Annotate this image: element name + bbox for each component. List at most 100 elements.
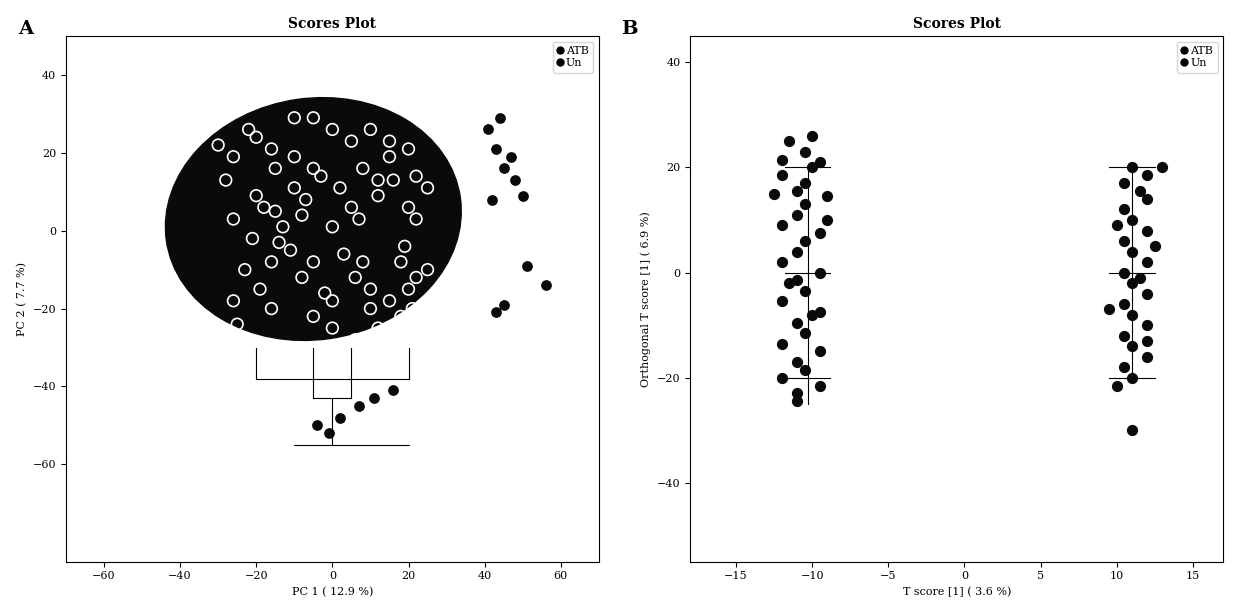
Un bbox=[383, 175, 403, 185]
ATB bbox=[1137, 225, 1157, 235]
ATB bbox=[1137, 336, 1157, 346]
Un bbox=[394, 241, 414, 251]
ATB bbox=[365, 393, 384, 403]
Text: A: A bbox=[17, 20, 33, 38]
ATB bbox=[1122, 373, 1142, 383]
Un bbox=[262, 257, 281, 266]
Un bbox=[345, 335, 365, 344]
Un bbox=[787, 186, 807, 196]
Un bbox=[291, 273, 311, 282]
ATB bbox=[1115, 299, 1135, 309]
ATB bbox=[486, 308, 506, 317]
Un bbox=[269, 238, 289, 247]
ATB bbox=[494, 163, 513, 173]
ATB bbox=[1107, 381, 1127, 391]
Un bbox=[795, 365, 815, 375]
ATB bbox=[513, 191, 533, 201]
Un bbox=[322, 222, 342, 231]
Un bbox=[353, 163, 373, 173]
Un bbox=[379, 136, 399, 146]
Un bbox=[223, 214, 243, 224]
Un bbox=[787, 210, 807, 220]
ATB bbox=[1115, 204, 1135, 214]
ATB bbox=[1137, 171, 1157, 181]
Un bbox=[304, 163, 324, 173]
Y-axis label: Orthogonal T score [1] ( 6.9 %): Orthogonal T score [1] ( 6.9 %) bbox=[641, 211, 651, 387]
ATB bbox=[1115, 362, 1135, 372]
Un bbox=[795, 178, 815, 188]
Un bbox=[284, 152, 304, 161]
Un bbox=[361, 125, 381, 134]
ATB bbox=[486, 144, 506, 154]
Un bbox=[771, 339, 791, 349]
Un bbox=[771, 155, 791, 165]
ATB bbox=[1122, 163, 1142, 173]
ATB bbox=[350, 401, 370, 411]
Un bbox=[250, 284, 270, 294]
Un bbox=[407, 171, 427, 181]
Un bbox=[379, 296, 399, 306]
Un bbox=[802, 163, 822, 173]
ATB bbox=[383, 386, 403, 395]
Y-axis label: PC 2 ( 7.7 %): PC 2 ( 7.7 %) bbox=[16, 262, 27, 336]
Un bbox=[771, 171, 791, 181]
Un bbox=[334, 249, 353, 259]
Un bbox=[304, 257, 324, 266]
Un bbox=[304, 311, 324, 321]
Un bbox=[787, 317, 807, 327]
ATB bbox=[1115, 236, 1135, 246]
Un bbox=[304, 113, 324, 123]
ATB bbox=[479, 125, 498, 134]
Un bbox=[322, 323, 342, 333]
Un bbox=[284, 113, 304, 123]
Un bbox=[802, 131, 822, 141]
Un bbox=[322, 125, 342, 134]
Un bbox=[265, 206, 285, 216]
Un bbox=[262, 144, 281, 154]
Un bbox=[315, 288, 335, 298]
Un bbox=[398, 284, 418, 294]
Un bbox=[398, 203, 418, 212]
Un bbox=[787, 397, 807, 406]
Un bbox=[368, 175, 388, 185]
Un bbox=[247, 133, 267, 142]
Un bbox=[223, 152, 243, 161]
ATB bbox=[1137, 257, 1157, 267]
Un bbox=[810, 157, 830, 167]
ATB bbox=[1137, 289, 1157, 298]
Un bbox=[810, 307, 830, 317]
Un bbox=[780, 136, 800, 146]
Un bbox=[810, 228, 830, 238]
Un bbox=[810, 268, 830, 278]
ATB bbox=[482, 195, 502, 204]
Un bbox=[254, 203, 274, 212]
Un bbox=[407, 273, 427, 282]
Un bbox=[780, 278, 800, 288]
Un bbox=[787, 357, 807, 367]
ATB bbox=[308, 421, 327, 430]
ATB bbox=[1122, 247, 1142, 257]
Un bbox=[345, 273, 365, 282]
ATB bbox=[1130, 186, 1149, 196]
ATB bbox=[1122, 278, 1142, 288]
Un bbox=[391, 257, 410, 266]
Legend: ATB, Un: ATB, Un bbox=[1177, 42, 1218, 72]
Un bbox=[341, 203, 361, 212]
ATB bbox=[1099, 305, 1118, 314]
Un bbox=[223, 296, 243, 306]
Un bbox=[817, 215, 837, 225]
Un bbox=[764, 188, 784, 198]
ATB bbox=[1115, 331, 1135, 341]
Un bbox=[418, 265, 438, 274]
Un bbox=[280, 245, 300, 255]
Un bbox=[273, 222, 293, 231]
Un bbox=[227, 319, 247, 329]
Un bbox=[810, 346, 830, 356]
ATB bbox=[517, 261, 537, 271]
Un bbox=[322, 296, 342, 306]
Un bbox=[407, 214, 427, 224]
ATB bbox=[1137, 321, 1157, 330]
ATB bbox=[1145, 241, 1164, 251]
Un bbox=[234, 265, 254, 274]
Un bbox=[311, 171, 331, 181]
